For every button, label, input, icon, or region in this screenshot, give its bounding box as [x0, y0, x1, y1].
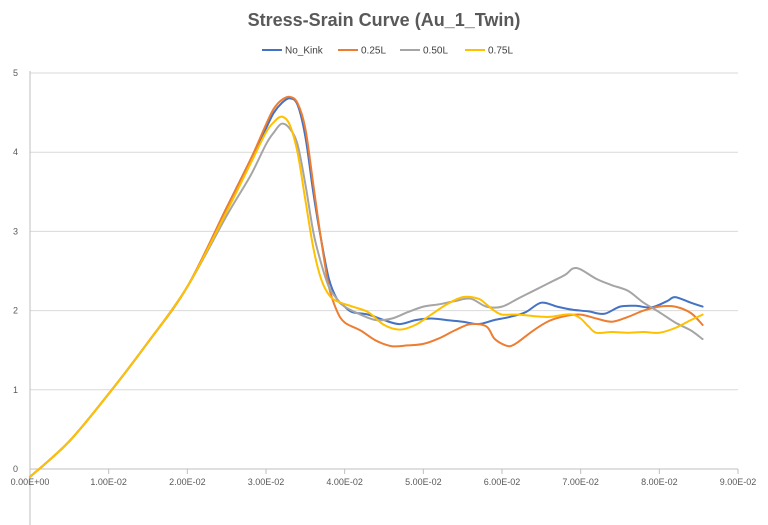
x-tick-label: 1.00E-02 — [90, 477, 127, 487]
legend-label: No_Kink — [285, 46, 324, 57]
gridlines — [30, 72, 738, 391]
y-tick-label: 4 — [13, 147, 18, 157]
y-tick-label: 3 — [13, 226, 18, 236]
series-line-0-75l — [29, 115, 704, 478]
y-tick-label: 1 — [13, 385, 18, 395]
series-line-0-25l — [29, 95, 704, 478]
legend-label: 0.75L — [488, 46, 513, 57]
series-line-0-50l — [29, 122, 704, 478]
x-tick-label: 4.00E-02 — [326, 477, 363, 487]
x-tick-label: 9.00E-02 — [720, 477, 757, 487]
x-tick-label: 8.00E-02 — [641, 477, 678, 487]
x-tick-label: 0.00E+00 — [11, 477, 50, 487]
series-lines — [29, 95, 704, 478]
x-tick-label: 5.00E-02 — [405, 477, 442, 487]
chart-title: Stress-Srain Curve (Au_1_Twin) — [248, 10, 521, 30]
x-axis: 0.00E+00 1.00E-02 2.00E-02 3.00E-02 4.00E-02… — [11, 71, 757, 525]
x-tick-label: 3.00E-02 — [248, 477, 285, 487]
x-tick-label: 6.00E-02 — [484, 477, 521, 487]
legend: No_Kink 0.25L 0.50L 0.75L — [262, 46, 513, 57]
legend-label: 0.50L — [423, 46, 448, 57]
y-axis-ticks: 0 1 2 3 4 5 — [13, 68, 18, 474]
x-tick-label: 2.00E-02 — [169, 477, 206, 487]
y-tick-label: 0 — [13, 464, 18, 474]
legend-label: 0.25L — [361, 46, 386, 57]
y-tick-label: 2 — [13, 306, 18, 316]
x-tick-label: 7.00E-02 — [562, 477, 599, 487]
y-tick-label: 5 — [13, 68, 18, 78]
